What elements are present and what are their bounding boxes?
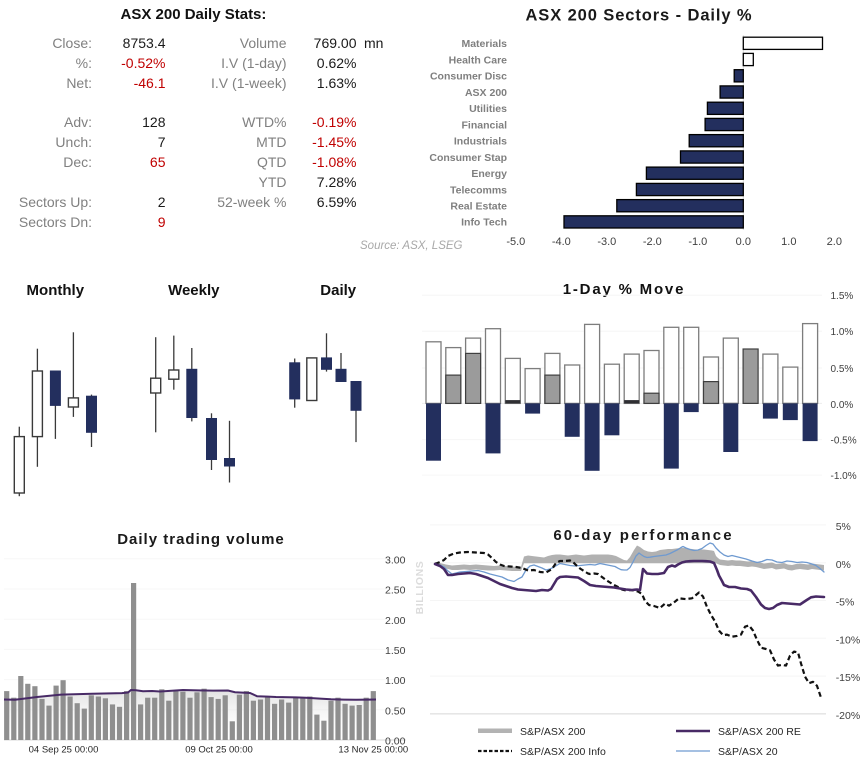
svg-text:-15%: -15% <box>836 672 861 684</box>
svg-text:-5.0: -5.0 <box>506 236 525 248</box>
svg-text:Telecomms: Telecomms <box>450 184 507 196</box>
svg-text:04 Sep 25 00:00: 04 Sep 25 00:00 <box>29 745 99 756</box>
svg-text:S&P/ASX 200 RE: S&P/ASX 200 RE <box>718 726 801 738</box>
svg-text:ASX 200 Sectors - Daily %: ASX 200 Sectors - Daily % <box>525 7 752 25</box>
svg-text:Info Tech: Info Tech <box>461 217 507 229</box>
svg-text:-1.0%: -1.0% <box>831 471 857 482</box>
svg-text:-0.5%: -0.5% <box>831 435 857 446</box>
svg-text:-5%: -5% <box>836 597 855 609</box>
svg-text:-2.0: -2.0 <box>643 236 662 248</box>
svg-text:0.0: 0.0 <box>736 236 751 248</box>
svg-text:1.00: 1.00 <box>385 675 406 687</box>
svg-text:Consumer Disc: Consumer Disc <box>430 71 507 83</box>
svg-text:1.50: 1.50 <box>385 645 406 657</box>
svg-text:Daily: Daily <box>320 282 357 299</box>
svg-text:5%: 5% <box>836 521 851 533</box>
svg-text:Financial: Financial <box>461 119 507 131</box>
svg-text:S&P/ASX 200: S&P/ASX 200 <box>520 726 586 738</box>
svg-text:Real Estate: Real Estate <box>450 201 507 213</box>
svg-text:0.0%: 0.0% <box>831 400 854 411</box>
svg-text:0.50: 0.50 <box>385 705 406 717</box>
svg-text:Consumer Stap: Consumer Stap <box>429 152 507 164</box>
svg-text:Weekly: Weekly <box>168 282 220 299</box>
svg-text:-20%: -20% <box>836 710 861 722</box>
svg-text:Industrials: Industrials <box>454 136 507 148</box>
svg-text:Utilities: Utilities <box>469 103 507 115</box>
svg-text:13 Nov 25 00:00: 13 Nov 25 00:00 <box>338 745 408 756</box>
svg-text:2.50: 2.50 <box>385 585 406 597</box>
svg-text:ASX 200: ASX 200 <box>465 87 507 99</box>
svg-text:BILLIONS: BILLIONS <box>414 561 426 615</box>
svg-text:60-day performance: 60-day performance <box>553 527 733 544</box>
svg-text:Energy: Energy <box>471 168 507 180</box>
svg-text:-10%: -10% <box>836 634 861 646</box>
svg-text:-1.0: -1.0 <box>688 236 707 248</box>
svg-text:Daily trading volume: Daily trading volume <box>117 531 285 548</box>
svg-text:0.00: 0.00 <box>385 736 406 748</box>
svg-text:3.00: 3.00 <box>385 554 406 566</box>
svg-text:Monthly: Monthly <box>27 282 85 299</box>
svg-text:0%: 0% <box>836 559 851 571</box>
svg-text:09 Oct 25 00:00: 09 Oct 25 00:00 <box>185 745 253 756</box>
svg-text:-3.0: -3.0 <box>597 236 616 248</box>
svg-text:Health Care: Health Care <box>449 54 508 66</box>
svg-text:S&P/ASX 20: S&P/ASX 20 <box>718 746 778 758</box>
svg-text:-4.0: -4.0 <box>552 236 571 248</box>
svg-text:S&P/ASX 200 Info: S&P/ASX 200 Info <box>520 746 606 758</box>
svg-text:1.0: 1.0 <box>781 236 796 248</box>
svg-text:1.5%: 1.5% <box>831 291 854 302</box>
svg-text:2.00: 2.00 <box>385 615 406 627</box>
svg-text:Materials: Materials <box>461 38 507 50</box>
svg-text:1.0%: 1.0% <box>831 327 854 338</box>
svg-text:0.5%: 0.5% <box>831 364 854 375</box>
svg-text:1-Day % Move: 1-Day % Move <box>563 281 685 298</box>
svg-text:2.0: 2.0 <box>827 236 842 248</box>
